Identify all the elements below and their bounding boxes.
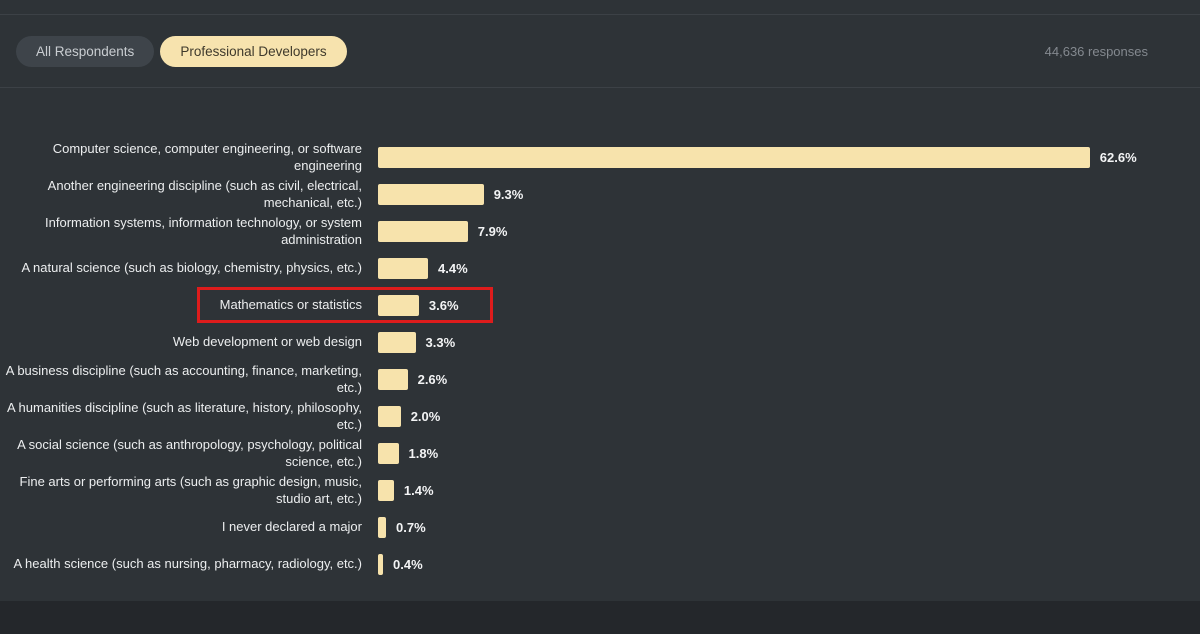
bar-area: 2.6%	[378, 369, 447, 390]
category-label: Computer science, computer engineering, …	[52, 140, 362, 173]
chart-row: A health science (such as nursing, pharm…	[0, 546, 1200, 583]
bar-area: 9.3%	[378, 184, 523, 205]
bar[interactable]	[378, 221, 468, 242]
chart-row: Another engineering discipline (such as …	[0, 176, 1200, 213]
bar-area: 0.7%	[378, 517, 426, 538]
professional-developers-toggle[interactable]: Professional Developers	[160, 35, 347, 67]
all-respondents-toggle[interactable]: All Respondents	[16, 35, 155, 67]
value-label: 4.4%	[438, 261, 468, 276]
bar-area: 1.4%	[378, 480, 434, 501]
bar[interactable]	[378, 517, 386, 538]
top-divider	[0, 0, 1200, 15]
bar[interactable]	[378, 443, 399, 464]
bar-area: 2.0%	[378, 406, 440, 427]
value-label: 0.4%	[393, 557, 423, 572]
bar[interactable]	[378, 480, 394, 501]
value-label: 7.9%	[477, 224, 508, 239]
chart-row: I never declared a major 0.7%	[0, 509, 1200, 546]
category-label: A humanities discipline (such as literat…	[6, 399, 362, 432]
category-label: Another engineering discipline (such as …	[47, 177, 362, 210]
responses-count: 44,636 responses	[1044, 43, 1148, 59]
value-label: 3.6%	[428, 298, 459, 313]
category-label: Mathematics or statistics	[219, 297, 362, 313]
bar-area: 3.3%	[378, 332, 455, 353]
bar-area: 3.6%	[378, 295, 459, 316]
value-label: 0.7%	[396, 520, 426, 535]
value-label: 1.8%	[408, 446, 439, 461]
category-label: I never declared a major	[221, 519, 362, 535]
bar[interactable]	[378, 184, 484, 205]
category-label: Fine arts or performing arts (such as gr…	[19, 473, 362, 506]
chart-rows: Computer science, computer engineering, …	[0, 139, 1200, 583]
respondent-toggle-group: All Respondents Professional Developers	[16, 35, 347, 67]
value-label: 1.4%	[403, 483, 434, 498]
value-label: 9.3%	[493, 187, 524, 202]
bar[interactable]	[378, 258, 428, 279]
header: All Respondents Professional Developers …	[0, 15, 1200, 88]
chart-row: Information systems, information technol…	[0, 213, 1200, 250]
bar[interactable]	[378, 295, 419, 316]
bar[interactable]	[378, 406, 401, 427]
value-label: 2.6%	[417, 372, 448, 387]
bar-area: 4.4%	[378, 258, 468, 279]
chart-row: Computer science, computer engineering, …	[0, 139, 1200, 176]
category-label: A business discipline (such as accountin…	[5, 362, 362, 395]
bar[interactable]	[378, 332, 416, 353]
chart-row: Fine arts or performing arts (such as gr…	[0, 472, 1200, 509]
chart-row: A humanities discipline (such as literat…	[0, 398, 1200, 435]
bar[interactable]	[378, 554, 383, 575]
chart-row: Web development or web design 3.3%	[0, 324, 1200, 361]
bar-area: 0.4%	[378, 554, 423, 575]
category-label: A social science (such as anthropology, …	[17, 436, 362, 469]
bar[interactable]	[378, 147, 1090, 168]
value-label: 2.0%	[410, 409, 441, 424]
category-label: A health science (such as nursing, pharm…	[13, 556, 362, 572]
chart-row: A social science (such as anthropology, …	[0, 435, 1200, 472]
bar[interactable]	[378, 369, 408, 390]
bar-area: 62.6%	[378, 147, 1137, 168]
value-label: 62.6%	[1099, 150, 1137, 165]
chart-row: A natural science (such as biology, chem…	[0, 250, 1200, 287]
bar-area: 7.9%	[378, 221, 507, 242]
category-label: Information systems, information technol…	[45, 214, 362, 247]
bottom-strip	[0, 601, 1200, 634]
bar-chart: Computer science, computer engineering, …	[0, 139, 1200, 583]
category-label: Web development or web design	[172, 334, 362, 350]
category-label: A natural science (such as biology, chem…	[21, 260, 362, 276]
bar-area: 1.8%	[378, 443, 438, 464]
value-label: 3.3%	[425, 335, 456, 350]
chart-row: A business discipline (such as accountin…	[0, 361, 1200, 398]
chart-row: Mathematics or statistics 3.6%	[0, 287, 1200, 324]
